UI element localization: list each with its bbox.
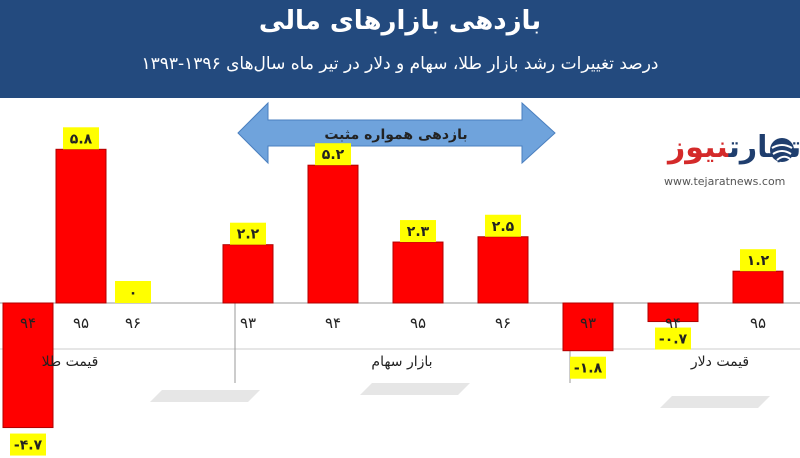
brand-name-accent: نیوز — [668, 130, 729, 165]
chart-subtitle: درصد تغییرات رشد بازار طلا، سهام و دلار … — [141, 54, 659, 74]
data-label-bg — [655, 327, 691, 350]
data-label: ۰ — [129, 285, 138, 301]
group-label: قیمت دلار — [690, 354, 749, 370]
data-label: -۴.۷ — [14, 438, 43, 454]
data-label: ۱.۲ — [747, 253, 770, 269]
data-label-bg — [10, 433, 46, 456]
bar — [2, 302, 54, 429]
x-tick-label: ۹۴ — [665, 314, 681, 332]
data-label: -۰.۷ — [659, 332, 688, 348]
data-label-bg — [315, 143, 351, 166]
x-tick-label: ۹۴ — [325, 314, 341, 332]
x-tick-label: ۹۴ — [20, 314, 36, 332]
x-tick-label: ۹۶ — [125, 314, 141, 332]
x-tick-label: ۹۵ — [73, 314, 89, 332]
annotation-label: بازدهی همواره مثبت — [324, 127, 467, 143]
data-label-bg — [570, 356, 606, 379]
shadow-decoration — [660, 396, 770, 408]
x-tick-label: ۹۵ — [410, 314, 426, 332]
data-label: ۵.۸ — [70, 131, 93, 147]
bar — [307, 164, 359, 304]
data-label-bg — [115, 281, 151, 303]
group-label: بازار سهام — [371, 354, 432, 370]
data-label: -۱.۸ — [574, 361, 603, 377]
data-label: ۲.۵ — [492, 219, 515, 235]
x-tick-label: ۹۵ — [750, 314, 766, 332]
data-label-bg — [230, 222, 266, 245]
x-tick-label: ۹۶ — [495, 314, 511, 332]
shadow-decoration — [150, 390, 260, 402]
x-tick-label: ۹۳ — [580, 314, 596, 332]
data-label-bg — [400, 220, 436, 243]
bar — [392, 241, 444, 304]
data-label-bg — [63, 127, 99, 150]
data-label-bg — [740, 249, 776, 272]
globe-icon — [770, 138, 794, 162]
bar — [562, 302, 614, 352]
bar — [477, 236, 529, 304]
bar — [647, 302, 699, 323]
bar-chart: بازدهی همواره مثبت -۴.۷ ۹۴ ۵.۸ ۹۵ ۰ ۹۶ قیمت طلا… — [0, 101, 800, 456]
bar — [732, 270, 784, 304]
data-label-bg — [485, 214, 521, 237]
data-label: ۲.۳ — [407, 224, 430, 240]
annotation-arrow — [237, 101, 556, 165]
bar — [222, 244, 274, 304]
x-tick-label: ۹۳ — [240, 314, 256, 332]
group-label: قیمت طلا — [42, 354, 99, 370]
shadow-decoration — [360, 383, 470, 395]
chart-header: بازدهی بازارهای مالی درصد تغییرات رشد با… — [0, 0, 800, 98]
data-label: ۵.۲ — [322, 147, 345, 163]
bar — [55, 148, 107, 304]
chart-title: بازدهی بازارهای مالی — [258, 6, 542, 36]
brand-url: www.tejaratnews.com — [664, 175, 786, 188]
data-label: ۲.۲ — [237, 227, 260, 243]
